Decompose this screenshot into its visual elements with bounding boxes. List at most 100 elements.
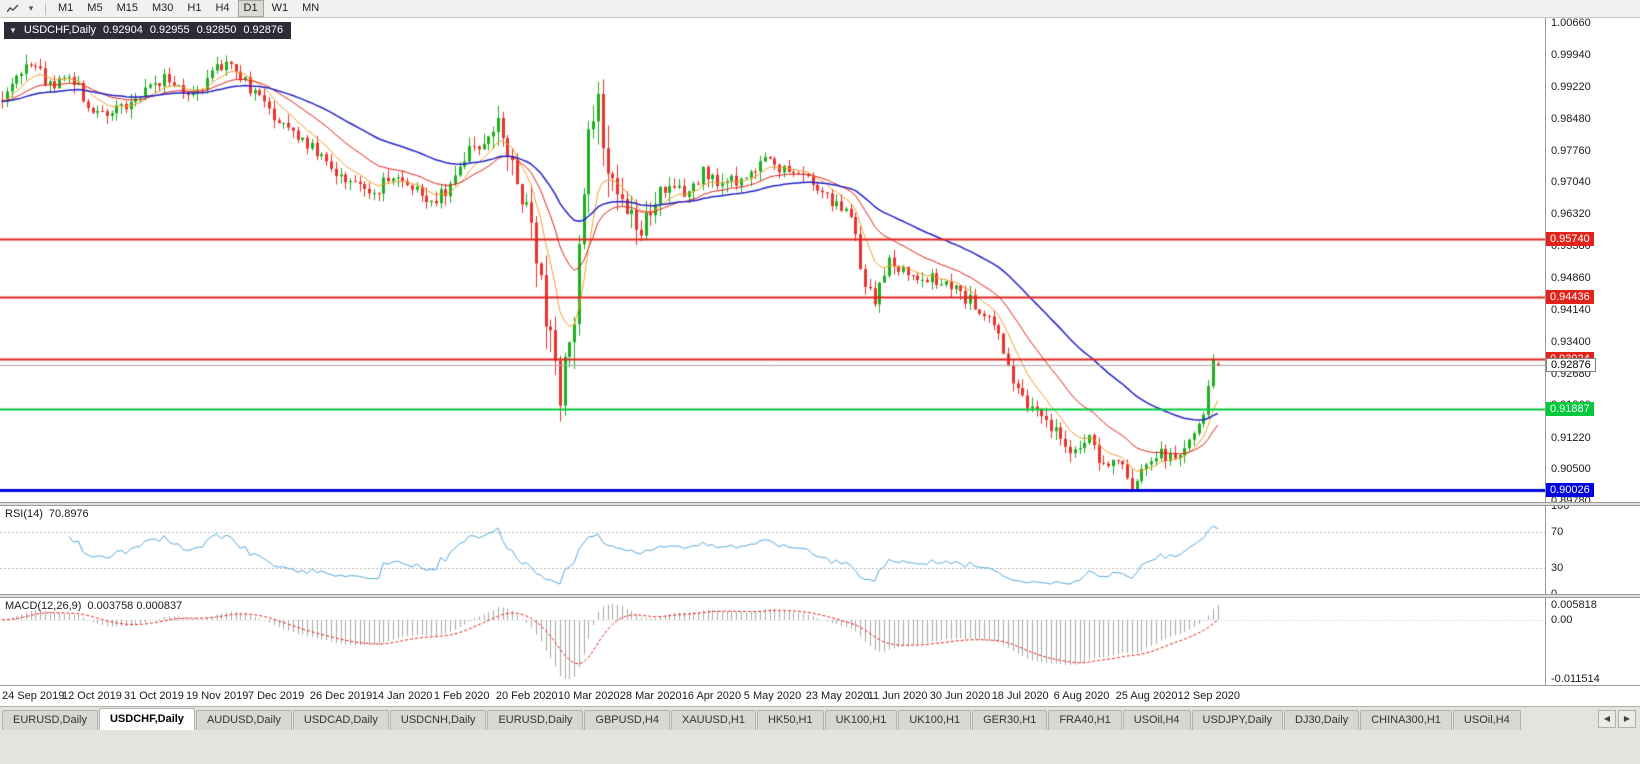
chart-tab[interactable]: USDJPY,Daily [1191,710,1284,730]
timeframe-button-mn[interactable]: MN [296,0,325,17]
date-axis-label: 18 Jul 2020 [991,690,1049,702]
macd-indicator-label: MACD(12,26,9) 0.003758 0.000837 [5,600,182,612]
chart-tab[interactable]: EURUSD,Daily [2,710,98,730]
date-axis-label: 19 Nov 2019 [185,690,249,702]
timeframe-button-h1[interactable]: H1 [181,0,207,17]
price-axis: 1.00660 0.99940 0.99220 0.98480 0.97760 0.970… [1545,17,1640,706]
price-axis-label: 0.93400 [1551,336,1591,349]
chart-tab[interactable]: DJ30,Daily [1284,710,1360,730]
ohlc-low: 0.92850 [196,24,237,36]
date-axis-label: 6 Aug 2020 [1053,690,1110,702]
tabs-scroll-left-button[interactable]: ◀ [1598,709,1616,728]
price-axis-label: 0.90500 [1551,463,1591,476]
timeframe-button-m5[interactable]: M5 [81,0,108,17]
date-axis-label: 31 Oct 2019 [123,690,184,702]
date-axis-label: 5 May 2020 [743,690,802,702]
timeframe-toolbar: ▾ M1 M5 M15 M30 H1 H4 D1 W1 MN [0,0,1640,18]
macd-values: 0.003758 0.000837 [87,600,183,612]
chart-tab[interactable]: GER30,H1 [972,710,1048,730]
rsi-name: RSI(14) [5,508,43,520]
chart-tab[interactable]: USDCNH,Daily [389,710,487,730]
rsi-indicator-label: RSI(14) 70.8976 [5,508,89,520]
timeframe-button-w1[interactable]: W1 [266,0,295,17]
price-axis-label: 1.00660 [1551,17,1591,30]
chart-tab[interactable]: EURUSD,Daily [487,710,584,730]
price-axis-label: 0.96320 [1551,207,1591,220]
chart-tab[interactable]: XAUUSD,H1 [670,710,756,730]
symbol-info-box[interactable]: ▼ USDCHF,Daily 0.92904 0.92955 0.92850 0… [4,22,292,39]
expand-caret-icon[interactable]: ▼ [9,26,17,35]
timeframe-buttons: M1 M5 M15 M30 H1 H4 D1 W1 MN [51,0,326,17]
date-axis-label: 23 May 2020 [805,690,870,702]
chart-tab[interactable]: AUDUSD,Daily [195,710,292,730]
chart-tab[interactable]: USOil,H4 [1452,710,1521,730]
price-level-badge: 0.91887 [1546,402,1594,416]
timeframe-button-h4[interactable]: H4 [209,0,235,17]
date-axis: 24 Sep 2019 12 Oct 2019 31 Oct 2019 19 Nov … [0,685,1640,706]
price-axis-label: 0.99220 [1551,80,1591,93]
panel-separator[interactable] [0,502,1640,506]
date-axis-label: 24 Sep 2019 [2,690,65,702]
price-axis-label: 0.97040 [1551,176,1591,189]
macd-axis-zero-label: 0.00 [1551,613,1573,626]
date-axis-label: 12 Oct 2019 [61,690,122,702]
chart-tab[interactable]: FRA40,H1 [1048,710,1122,730]
chart-tab[interactable]: USDCAD,Daily [292,710,389,730]
price-axis-label: 0.91220 [1551,431,1591,444]
chart-tab[interactable]: UK100,H1 [824,710,898,730]
date-axis-label: 12 Sep 2020 [1177,690,1241,702]
price-axis-label: 0.97760 [1551,144,1591,157]
date-axis-label: 16 Apr 2020 [681,690,742,702]
price-axis-label: 0.94860 [1551,272,1591,284]
chart-tab[interactable]: UK100,H1 [898,710,972,730]
toolbar-separator [45,2,46,15]
chart-tabs: EURUSD,Daily USDCHF,Daily AUDUSD,Daily USDC… [2,708,1594,730]
macd-panel-canvas[interactable] [0,598,1545,685]
timeframe-button-d1[interactable]: D1 [237,0,264,17]
chart-tab[interactable]: USDCHF,Daily [98,708,195,730]
date-axis-label: 20 Feb 2020 [495,690,558,702]
rsi-value: 70.8976 [48,508,89,520]
date-axis-label: 1 Feb 2020 [433,690,490,702]
chart-tab[interactable]: CHINA300,H1 [1360,710,1452,730]
price-level-badge: 0.94436 [1546,290,1594,304]
tabs-scroll: ◀ ▶ [1594,707,1640,730]
panel-separator[interactable] [0,594,1640,598]
chart-area[interactable]: ▼ USDCHF,Daily 0.92904 0.92955 0.92850 0… [0,17,1640,706]
chart-tab[interactable]: USOil,H4 [1122,710,1191,730]
price-level-badge: 0.90026 [1546,483,1594,497]
date-axis-label: 14 Jan 2020 [371,690,433,702]
window-bottom-edge [0,730,1640,764]
date-axis-label: 11 Jun 2020 [867,690,928,702]
macd-axis-bottom-label: -0.011514 [1551,673,1600,685]
tabs-scroll-right-button[interactable]: ▶ [1618,709,1636,728]
ohlc-open: 0.92904 [103,24,143,36]
chart-tools-icon[interactable] [4,1,22,16]
rsi-panel-canvas[interactable] [0,506,1545,594]
price-level-badge: 0.92876 [1546,358,1596,372]
ohlc-close: 0.92876 [243,24,284,36]
ohlc-high: 0.92955 [149,24,190,36]
price-axis-label: 0.94140 [1551,303,1591,316]
timeframe-button-m30[interactable]: M30 [146,0,179,17]
price-axis-label: 0.99940 [1551,48,1591,61]
symbol-name: USDCHF,Daily [23,24,97,36]
date-axis-label: 28 Mar 2020 [619,690,682,702]
timeframe-button-m15[interactable]: M15 [111,0,144,17]
chart-tab[interactable]: HK50,H1 [756,710,824,730]
rsi-axis-label: 30 [1551,561,1564,574]
date-axis-label: 30 Jun 2020 [929,690,991,702]
chart-tab[interactable]: GBPUSD,H4 [584,710,670,730]
date-axis-label: 10 Mar 2020 [557,690,620,702]
date-axis-label: 7 Dec 2019 [247,690,305,702]
price-level-badge: 0.95740 [1546,232,1594,246]
date-axis-label: 26 Dec 2019 [309,690,373,702]
timeframe-button-m1[interactable]: M1 [52,0,79,17]
macd-axis-top-label: 0.005818 [1551,599,1597,611]
rsi-axis-label: 70 [1551,526,1564,539]
chevron-down-icon[interactable]: ▾ [28,3,34,13]
price-chart-canvas[interactable] [0,18,1545,502]
date-axis-label: 25 Aug 2020 [1115,690,1178,702]
macd-name: MACD(12,26,9) [5,600,82,612]
